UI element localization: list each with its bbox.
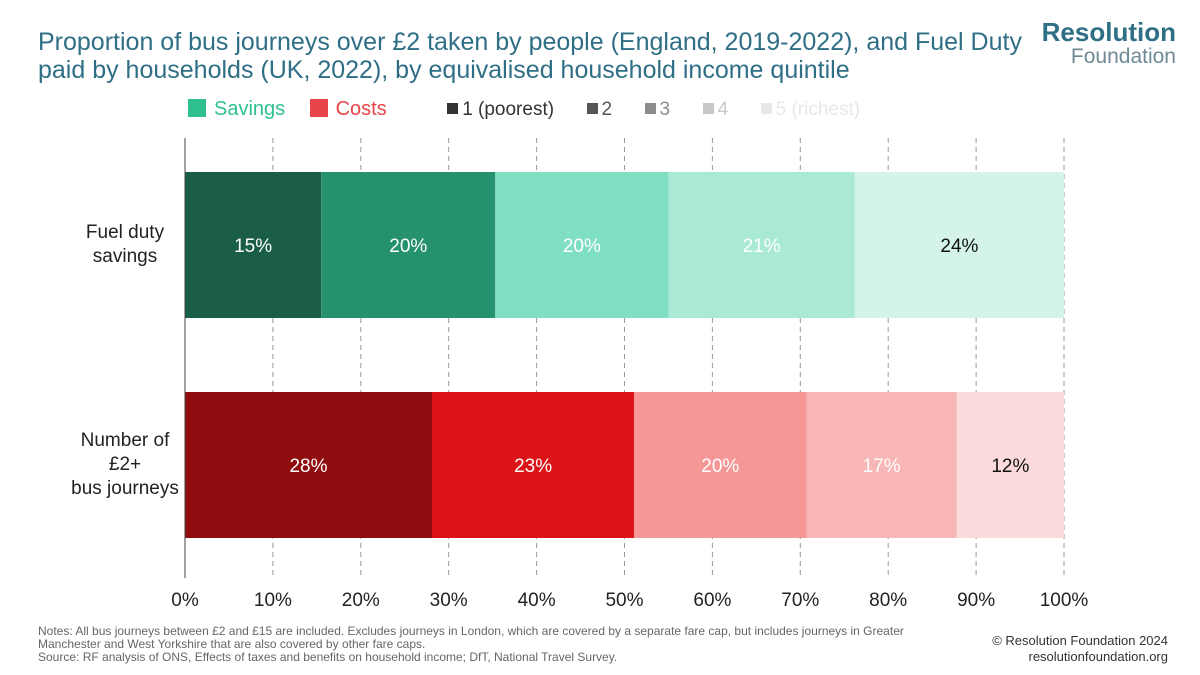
x-tick-label-3: 30%: [430, 590, 468, 611]
chart-legend: Savings Costs 1 (poorest) 2 3 4 5 (riche…: [188, 98, 888, 124]
data-label-row1-q4: 17%: [863, 456, 901, 477]
row-label-line-1-0: Number of: [80, 430, 170, 451]
bar-segment-row1-q5: [956, 392, 1064, 538]
legend-item-savings: Savings: [188, 98, 285, 121]
data-label-row1-q2: 23%: [514, 456, 552, 477]
bar-segment-row0-q4: [668, 172, 855, 318]
logo-line-1: Resolution: [1041, 17, 1176, 47]
x-tick-label-5: 50%: [605, 590, 643, 611]
row-label-line-1-2: bus journeys: [71, 478, 179, 499]
bar-segment-row0-q3: [495, 172, 669, 318]
data-label-row0-q3: 20%: [563, 236, 601, 257]
data-label-row1-q1: 28%: [289, 456, 327, 477]
data-label-row1-q3: 20%: [701, 456, 739, 477]
data-label-row0-q2: 20%: [389, 236, 427, 257]
legend-label-savings: Savings: [214, 98, 286, 120]
chart-title: Proportion of bus journeys over £2 taken…: [38, 28, 1022, 84]
website-text: resolutionfoundation.org: [1028, 649, 1169, 664]
legend-item-quintile-3: 3: [644, 98, 671, 121]
x-tick-label-6: 60%: [693, 590, 731, 611]
legend-swatch-quintile-4: [702, 102, 714, 114]
data-label-row0-q1: 15%: [234, 236, 272, 257]
row-label-fuel-duty-savings: Fuel duty savings: [50, 221, 200, 269]
legend-label-quintile-2: 2: [601, 98, 613, 120]
x-tick-label-9: 90%: [957, 590, 995, 611]
bar-segment-row1-q2: [431, 392, 635, 538]
source-text: Source: RF analysis of ONS, Effects of t…: [38, 650, 618, 664]
legend-swatch-quintile-5: [760, 102, 772, 114]
row-label-bus-journeys: Number of £2+ bus journeys: [50, 429, 200, 501]
x-tick-label-10: 100%: [1040, 590, 1089, 611]
legend-item-quintile-2: 2: [586, 98, 613, 121]
bar-segment-row1-q4: [806, 392, 957, 538]
row-label-line-1-1: £2+: [108, 454, 142, 475]
x-tick-label-2: 20%: [342, 590, 380, 611]
legend-swatch-savings: [188, 99, 206, 117]
x-tick-label-0: 0%: [171, 590, 199, 611]
copyright-text: © Resolution Foundation 2024: [992, 633, 1168, 648]
legend-swatch-costs: [309, 99, 328, 117]
legend-label-quintile-4: 4: [717, 98, 729, 120]
x-tick-label-4: 40%: [518, 590, 556, 611]
resolution-foundation-logo: Resolution Foundation: [1042, 18, 1176, 68]
legend-swatch-quintile-1: [447, 102, 459, 114]
legend-label-quintile-5: 5 (richest): [775, 98, 861, 120]
row-label-line-0-0: Fuel duty: [85, 222, 165, 243]
legend-item-quintile-4: 4: [702, 98, 729, 121]
data-label-row0-q4: 21%: [743, 236, 781, 257]
bar-segment-row0-q2: [321, 172, 496, 318]
bar-segment-row0-q5: [854, 172, 1064, 318]
credit-block: © Resolution Foundation 2024 resolutionf…: [992, 633, 1168, 665]
logo-line-2: Foundation: [1070, 45, 1176, 68]
row-label-line-0-1: savings: [92, 246, 158, 267]
data-label-row0-q5: 24%: [940, 236, 978, 257]
bar-segment-row0-q1: [185, 172, 322, 318]
x-tick-label-7: 70%: [781, 590, 819, 611]
legend-item-quintile-5: 5 (richest): [760, 98, 861, 121]
legend-label-quintile-1: 1 (poorest): [462, 98, 555, 120]
chart-notes: Notes: All bus journeys between £2 and £…: [38, 625, 958, 664]
notes-text: Notes: All bus journeys between £2 and £…: [38, 624, 904, 651]
x-tick-label-8: 80%: [869, 590, 907, 611]
data-label-row1-q5: 12%: [991, 456, 1029, 477]
legend-label-quintile-3: 3: [659, 98, 671, 120]
legend-item-quintile-1: 1 (poorest): [447, 99, 554, 121]
x-tick-label-1: 10%: [254, 590, 292, 611]
bar-segment-row1-q1: [185, 392, 432, 538]
bar-segment-row1-q3: [634, 392, 807, 538]
legend-swatch-quintile-2: [586, 102, 598, 114]
legend-item-costs: Costs: [309, 98, 387, 121]
legend-swatch-quintile-3: [644, 102, 656, 114]
legend-label-costs: Costs: [335, 98, 387, 120]
